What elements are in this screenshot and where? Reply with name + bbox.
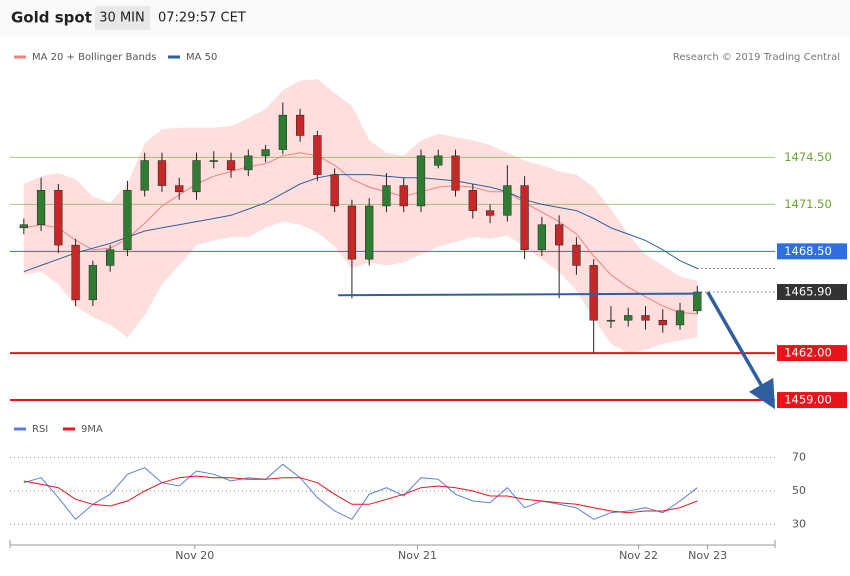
- candle-body: [330, 174, 339, 207]
- candle-body: [434, 155, 443, 166]
- candle-body: [175, 185, 184, 193]
- candle-body: [123, 190, 132, 251]
- support-line: [338, 292, 698, 297]
- candle-body: [624, 315, 633, 321]
- candle-body: [54, 190, 63, 246]
- candle-body: [468, 190, 477, 211]
- candle-body: [606, 319, 616, 322]
- candle-body: [106, 249, 115, 266]
- candle-body: [365, 205, 374, 260]
- candle-body: [192, 160, 201, 193]
- x-tick-label: Nov 20: [175, 549, 214, 562]
- candle-body: [261, 149, 270, 157]
- clock: 07:29:57 CET: [158, 11, 246, 26]
- ma-line: [23, 152, 698, 315]
- candle-body: [555, 224, 564, 246]
- timeframe-box[interactable]: [95, 6, 150, 30]
- candle-body: [71, 244, 80, 301]
- timeframe[interactable]: 30 MIN: [99, 11, 144, 26]
- candle-body: [244, 155, 253, 171]
- forecast-arrow: [706, 291, 776, 410]
- y-tick-label: 50: [792, 484, 806, 497]
- level-tag: [777, 392, 847, 409]
- level-label: 1474.50: [784, 150, 832, 164]
- candle-body: [451, 155, 460, 191]
- level-label: 1471.50: [784, 197, 832, 211]
- candle-body: [209, 160, 218, 162]
- level-tag: [777, 243, 847, 260]
- candle-body: [485, 210, 495, 216]
- level-tag: [777, 345, 847, 362]
- rsi-line: [23, 463, 698, 521]
- level-label: 1468.50: [784, 244, 832, 258]
- candle-body: [503, 185, 512, 216]
- level-label: 1465.90: [784, 285, 832, 299]
- candle-body: [693, 291, 702, 312]
- legend-label: 9MA: [81, 424, 103, 435]
- candle-body: [399, 185, 408, 207]
- level-label: 1462.00: [784, 346, 832, 360]
- level-tag: [777, 284, 847, 301]
- candle-body: [416, 155, 426, 207]
- candle-body: [641, 315, 650, 321]
- legend-label: MA 20 + Bollinger Bands: [32, 52, 156, 63]
- candle-body: [140, 160, 149, 191]
- candle-body: [278, 114, 287, 150]
- candle-body: [520, 185, 529, 251]
- candle-body: [88, 265, 98, 301]
- candle-body: [572, 244, 581, 266]
- candle-body: [313, 135, 322, 175]
- candle-body: [157, 160, 167, 186]
- candle-body: [295, 114, 305, 136]
- chart-title: Gold spot: [11, 9, 92, 27]
- x-tick-label: Nov 23: [688, 549, 727, 562]
- credit: Research © 2019 Trading Central: [673, 52, 840, 63]
- y-tick-label: 30: [792, 517, 806, 530]
- x-tick-label: Nov 22: [619, 549, 658, 562]
- bollinger-band: [23, 79, 698, 354]
- rsi-line: [23, 475, 698, 514]
- candle-body: [658, 319, 667, 326]
- legend-label: MA 50: [186, 52, 217, 63]
- candle-body: [226, 160, 236, 171]
- legend-label: RSI: [32, 424, 48, 435]
- candle-body: [382, 185, 391, 207]
- ma-line: [23, 174, 698, 273]
- y-tick-label: 70: [792, 451, 806, 464]
- x-tick-label: Nov 21: [398, 549, 437, 562]
- candle-body: [537, 224, 547, 251]
- candle-body: [589, 265, 598, 321]
- candle-body: [36, 190, 46, 225]
- candle-body: [19, 224, 28, 229]
- level-label: 1459.00: [784, 393, 832, 407]
- candle-body: [347, 205, 357, 260]
- candle-body: [675, 310, 685, 326]
